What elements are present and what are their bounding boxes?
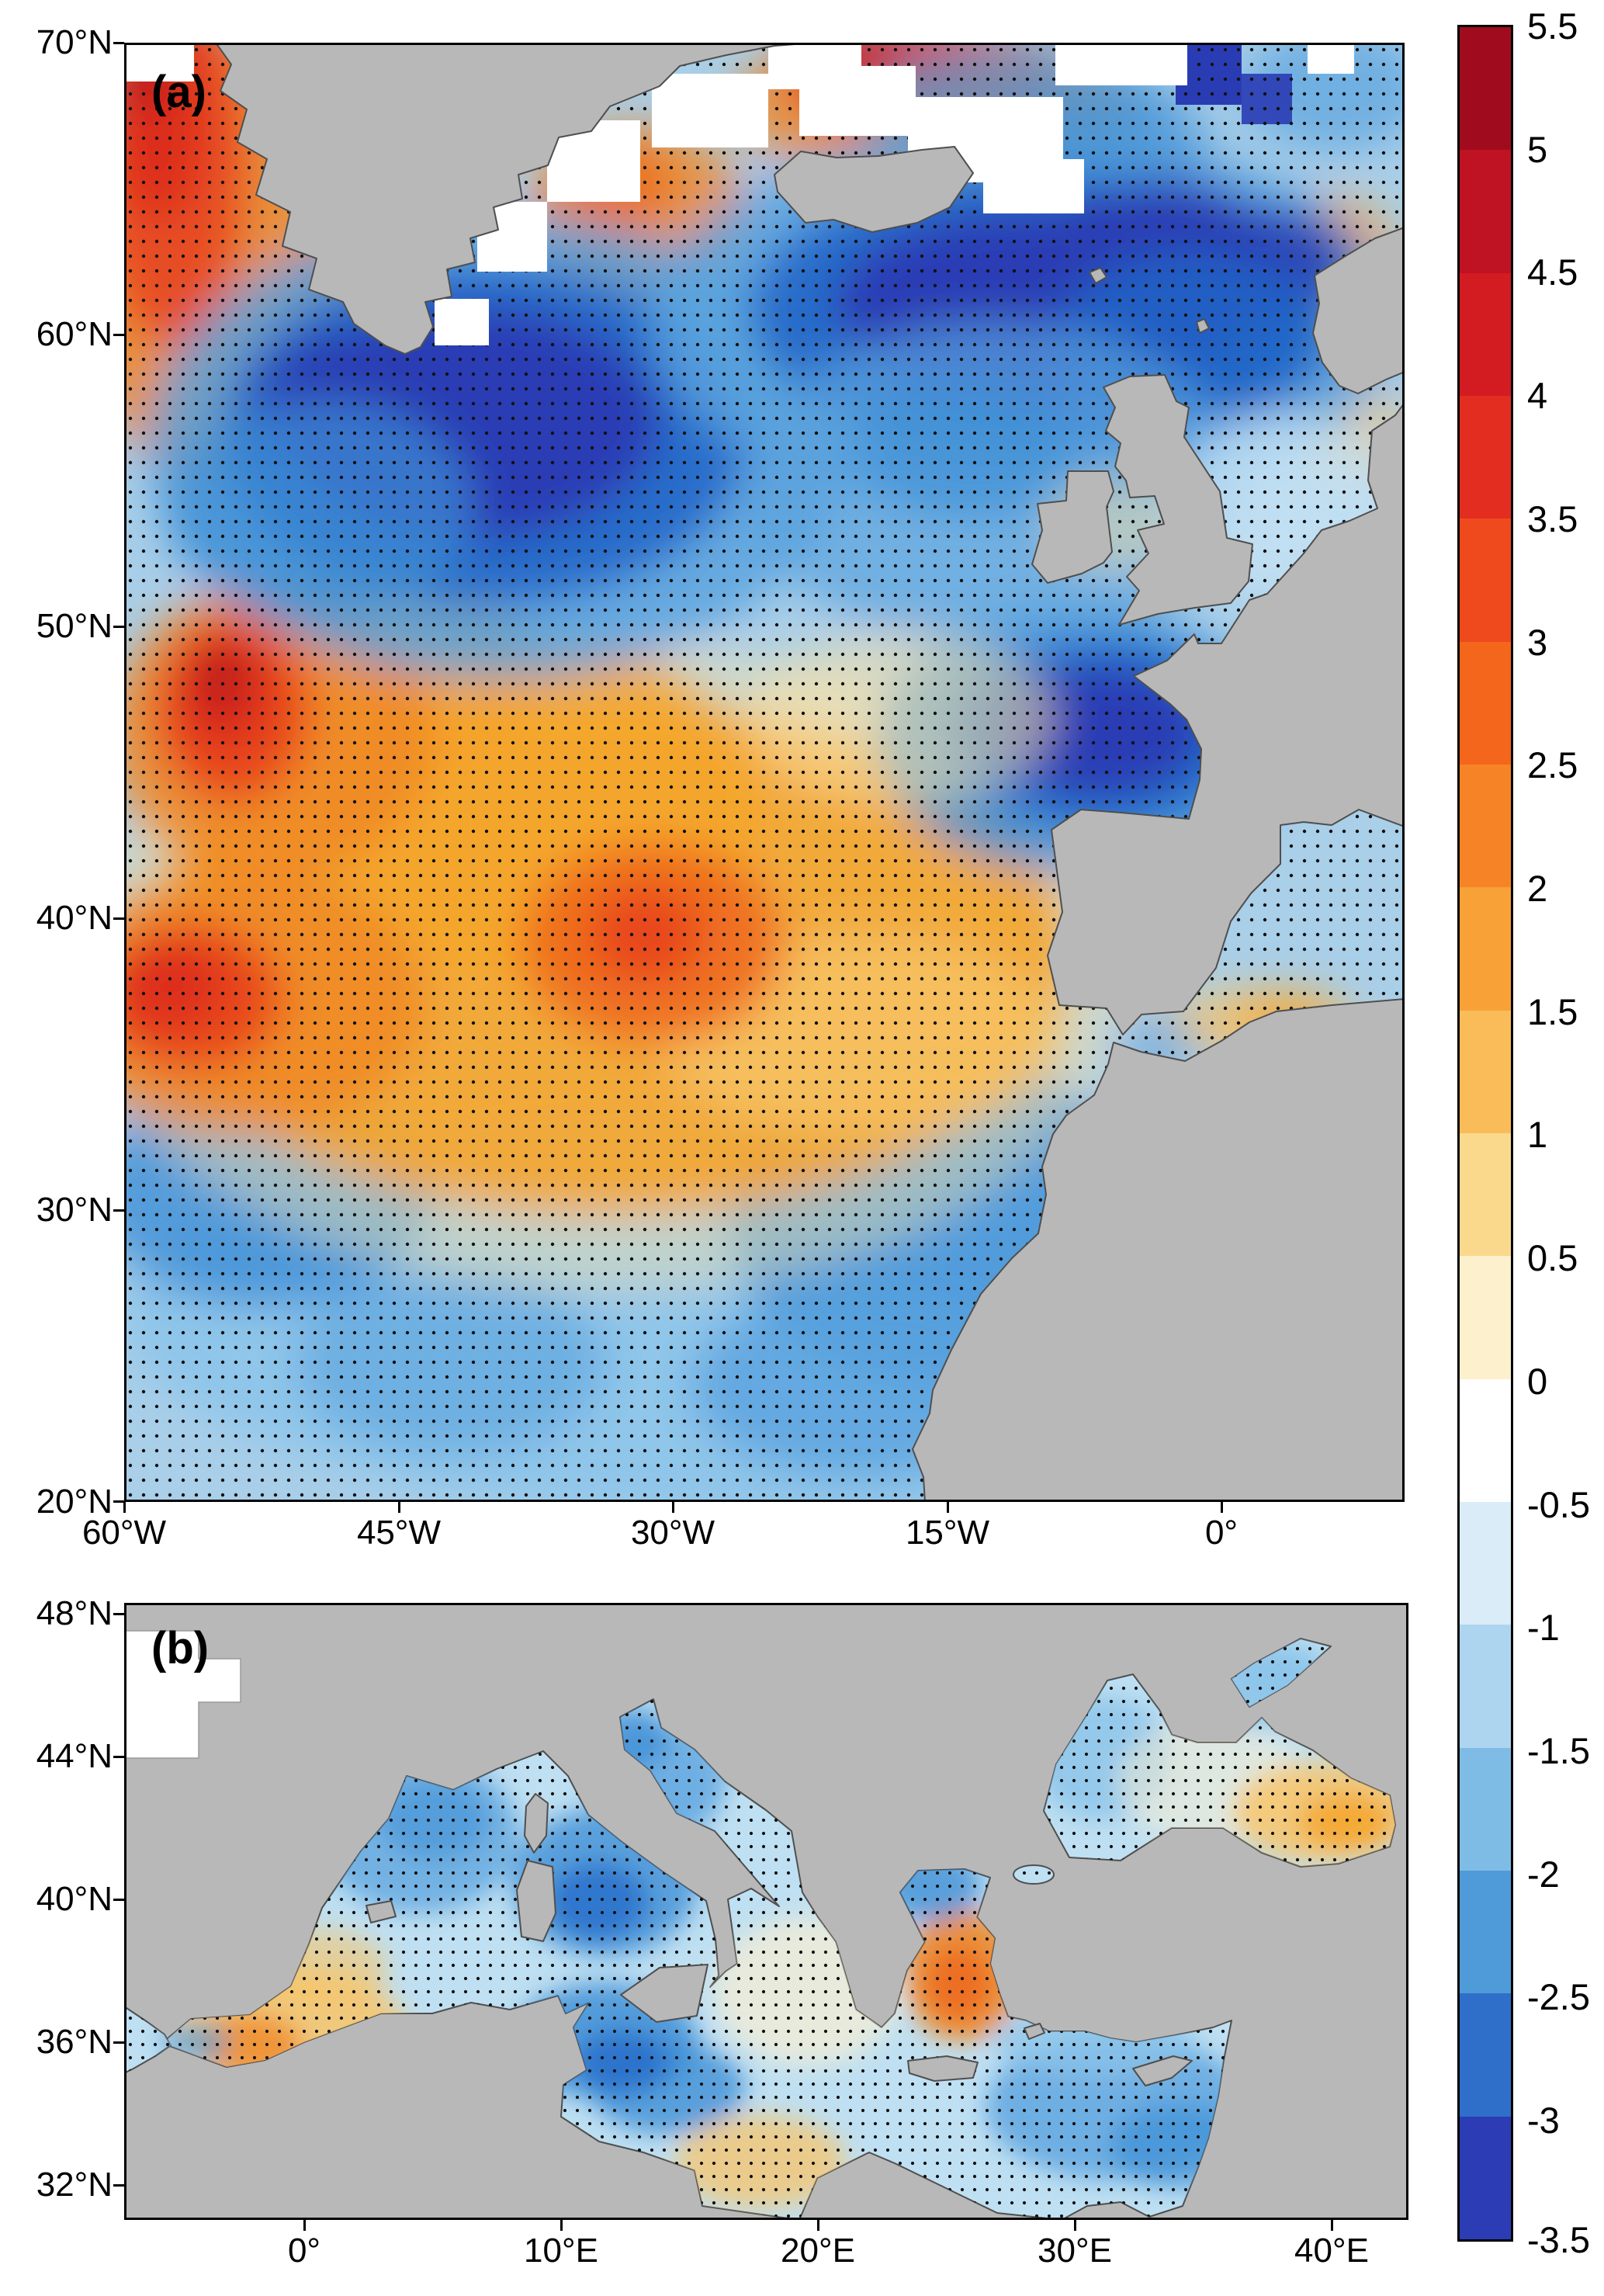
colorbar-band [1460, 641, 1511, 765]
panel-b-frame [124, 1603, 1408, 2220]
panel-a-xtick-60W: 60°W [81, 1514, 167, 1552]
colorbar-band [1460, 395, 1511, 519]
colorbar-label-m1p5: -1.5 [1527, 1730, 1590, 1771]
panel-b-xtick-20E: 20°E [781, 2232, 855, 2270]
panel-b-ytick-36N: 36°N [36, 2023, 113, 2061]
colorbar-band [1460, 887, 1511, 1011]
colorbar-band [1460, 1625, 1511, 1748]
faroe-islands [1089, 267, 1107, 284]
panel-b-xtick-10E: 10°E [524, 2232, 598, 2270]
colorbar-label-0p5: 0.5 [1527, 1237, 1578, 1278]
panel-a-xtick-15W: 15°W [905, 1514, 990, 1552]
cyprus-island [1132, 2055, 1193, 2086]
greenland-landmass [215, 43, 816, 355]
panel-a-xtick-45W: 45°W [356, 1514, 442, 1552]
panel-b-xtick-40E: 40°E [1294, 2232, 1369, 2270]
colorbar-band [1460, 1256, 1511, 1379]
colorbar-band [1460, 1747, 1511, 1871]
panel-b-map [124, 1603, 1408, 2220]
crete-island [907, 2055, 979, 2082]
colorbar-label-0: 0 [1527, 1361, 1548, 1402]
panel-a-letter: (a) [151, 67, 206, 117]
colorbar-label-m3: -3 [1527, 2100, 1560, 2141]
nodata-biscay [124, 1630, 241, 1759]
iceland-landmass [774, 146, 974, 233]
africa-landmass [912, 998, 1405, 1502]
panel-a-ytick-50N: 50°N [36, 607, 113, 645]
panel-a-ytick-60N: 60°N [36, 315, 113, 353]
colorbar-label-m2p5: -2.5 [1527, 1976, 1590, 2017]
colorbar-label-1p5: 1.5 [1527, 991, 1578, 1032]
panel-a-xtick-30W: 30°W [630, 1514, 715, 1552]
panel-a-ytick-20N: 20°N [36, 1483, 113, 1521]
norway-landmass [1312, 227, 1405, 394]
colorbar-label-m0p5: -0.5 [1527, 1484, 1590, 1525]
colorbar-label-2p5: 2.5 [1527, 744, 1578, 786]
colorbar [1457, 25, 1513, 2242]
colorbar-label-4p5: 4.5 [1527, 251, 1578, 293]
mallorca-island [365, 1900, 397, 1923]
panel-a-ytick-40N: 40°N [36, 899, 113, 937]
corsica-island [524, 1793, 549, 1854]
panel-b-ytick-48N: 48°N [36, 1594, 113, 1632]
colorbar-band [1460, 1501, 1511, 1625]
great-britain-landmass [1103, 374, 1253, 626]
colorbar-label-5p5: 5.5 [1527, 5, 1578, 47]
panel-a-xtick-0: 0° [1204, 1514, 1239, 1552]
colorbar-band [1460, 27, 1511, 151]
shetland-islands [1196, 318, 1210, 334]
colorbar-label-m1: -1 [1527, 1607, 1560, 1648]
ireland-landmass [1031, 470, 1114, 584]
sardinia-island [516, 1860, 556, 1942]
panel-b-xtick-30E: 30°E [1038, 2232, 1112, 2270]
panel-b-ytick-44N: 44°N [36, 1737, 113, 1775]
panel-b-letter: (b) [151, 1623, 210, 1673]
colorbar-label-3p5: 3.5 [1527, 498, 1578, 539]
colorbar-band [1460, 150, 1511, 273]
colorbar-band [1460, 1379, 1511, 1502]
islands-b [365, 1793, 1193, 2086]
colorbar-band [1460, 1132, 1511, 1257]
europe-landmass [1047, 402, 1405, 1035]
panel-a-ytick-70N: 70°N [36, 23, 113, 61]
sicily-island [620, 1964, 708, 2023]
nodata-patches-a [124, 43, 1354, 345]
colorbar-band [1460, 1993, 1511, 2117]
colorbar-band [1460, 272, 1511, 396]
colorbar-label-5: 5 [1527, 129, 1548, 170]
colorbar-label-m2: -2 [1527, 1854, 1560, 1895]
panel-b-ytick-40N: 40°N [36, 1880, 113, 1918]
colorbar-label-4: 4 [1527, 375, 1548, 416]
panel-a-svg [124, 43, 1405, 1502]
colorbar-label-1: 1 [1527, 1114, 1548, 1155]
rhodes-island [1024, 2023, 1045, 2040]
colorbar-band [1460, 1010, 1511, 1133]
colorbar-band [1460, 2116, 1511, 2239]
panel-a-frame [124, 43, 1405, 1502]
panel-b-xtick-0: 0° [287, 2232, 321, 2270]
panel-b-svg [124, 1603, 1408, 2220]
colorbar-band [1460, 764, 1511, 888]
panel-a-map [124, 43, 1405, 1502]
colorbar-band [1460, 519, 1511, 642]
colorbar-label-m3p5: -3.5 [1527, 2219, 1590, 2260]
panel-a-ytick-30N: 30°N [36, 1191, 113, 1229]
colorbar-band [1460, 1870, 1511, 1994]
colorbar-label-3: 3 [1527, 622, 1548, 663]
panel-b-ytick-32N: 32°N [36, 2166, 113, 2204]
colorbar-label-2: 2 [1527, 868, 1548, 909]
